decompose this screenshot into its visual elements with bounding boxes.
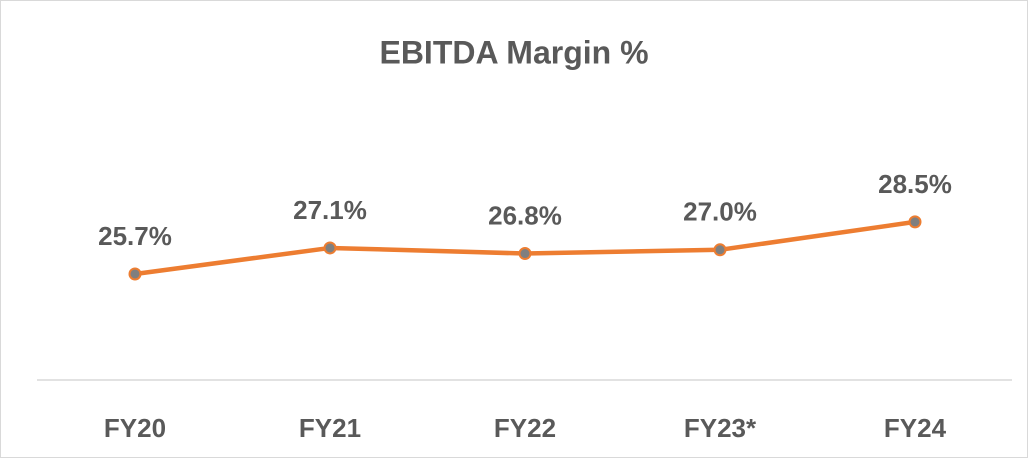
marker: [713, 243, 727, 257]
x-tick-label: FY24: [884, 413, 947, 443]
marker: [323, 241, 337, 255]
marker: [128, 267, 142, 281]
x-tick-label: FY21: [299, 413, 361, 443]
marker: [908, 215, 922, 229]
data-label: 25.7%: [98, 221, 172, 251]
x-tick-label: FY20: [104, 413, 166, 443]
data-label: 28.5%: [878, 169, 952, 199]
chart-title: EBITDA Margin %: [379, 34, 648, 70]
data-label: 26.8%: [488, 200, 562, 230]
data-label: 27.1%: [293, 195, 367, 225]
x-tick-label: FY23*: [684, 413, 757, 443]
data-label: 27.0%: [683, 197, 757, 227]
x-tick-label: FY22: [494, 413, 556, 443]
marker: [518, 247, 532, 261]
